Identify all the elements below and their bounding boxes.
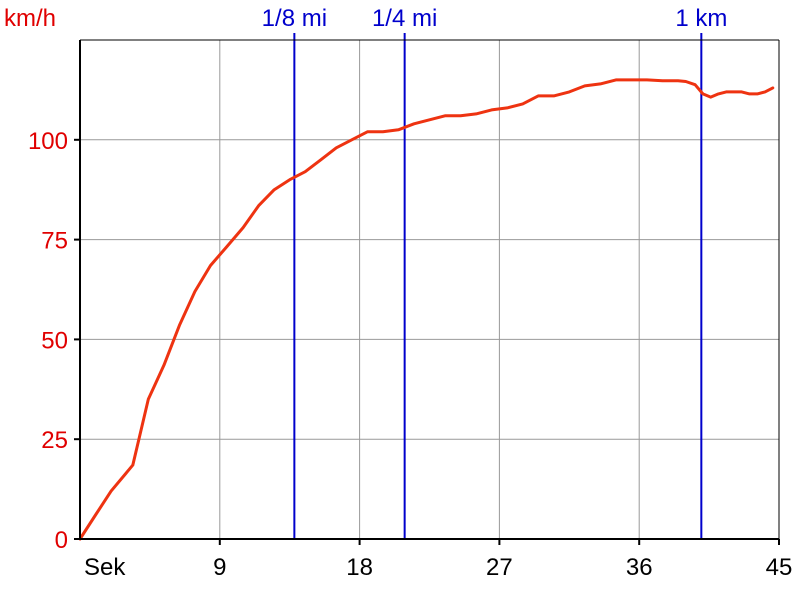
x-tick-label: 9 [213, 554, 226, 581]
x-axis-unit-label: Sek [84, 554, 126, 581]
axes [79, 39, 780, 540]
y-tick-label: 25 [41, 427, 68, 454]
series-layer [78, 78, 775, 541]
tick-labels: 0 25 50 75 100 9 18 27 36 45 [28, 128, 792, 581]
x-tick-label: 18 [346, 554, 373, 581]
x-tick-label: 36 [626, 554, 653, 581]
y-tick-label: 100 [28, 128, 68, 155]
distance-marker-label: 1/8 mi [262, 5, 327, 32]
y-tick-label: 50 [41, 327, 68, 354]
speed-series-line [78, 78, 775, 541]
y-tick-label: 0 [55, 527, 68, 554]
x-tick-label: 27 [486, 554, 513, 581]
y-tick-label: 75 [41, 228, 68, 255]
grid-layer [80, 40, 779, 539]
y-axis-unit-label: km/h [4, 5, 56, 32]
distance-marker-label: 1 km [675, 5, 727, 32]
distance-marker-label: 1/4 mi [372, 5, 437, 32]
distance-markers: 1/8 mi 1/4 mi 1 km [262, 5, 727, 539]
x-tick-label: 45 [766, 554, 793, 581]
